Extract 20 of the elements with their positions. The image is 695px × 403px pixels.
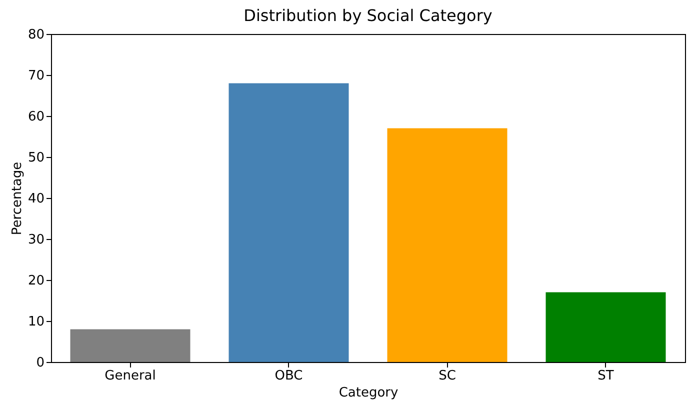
bar (387, 128, 508, 362)
y-tick-label: 40 (28, 192, 44, 206)
bar (228, 83, 349, 362)
x-tick-label: SC (438, 368, 456, 384)
x-tick-label: ST (598, 368, 614, 384)
y-tick-label: 30 (28, 232, 44, 248)
y-tick-label: 60 (28, 110, 44, 124)
y-tick-label: 70 (28, 68, 44, 84)
y-tick-label: 10 (28, 314, 44, 330)
bar (70, 329, 190, 362)
x-tick-label: General (104, 368, 156, 384)
y-tick-label: 80 (28, 28, 44, 42)
y-axis-title: Percentage (10, 162, 25, 236)
x-axis-title: Category (338, 386, 398, 400)
y-tick-label: 50 (28, 150, 44, 166)
chart-title: Distribution by Social Category (244, 6, 492, 25)
y-tick-label: 0 (36, 356, 44, 370)
y-tick-label: 20 (28, 274, 44, 288)
x-tick-label: OBC (274, 368, 303, 384)
bar (546, 292, 666, 362)
